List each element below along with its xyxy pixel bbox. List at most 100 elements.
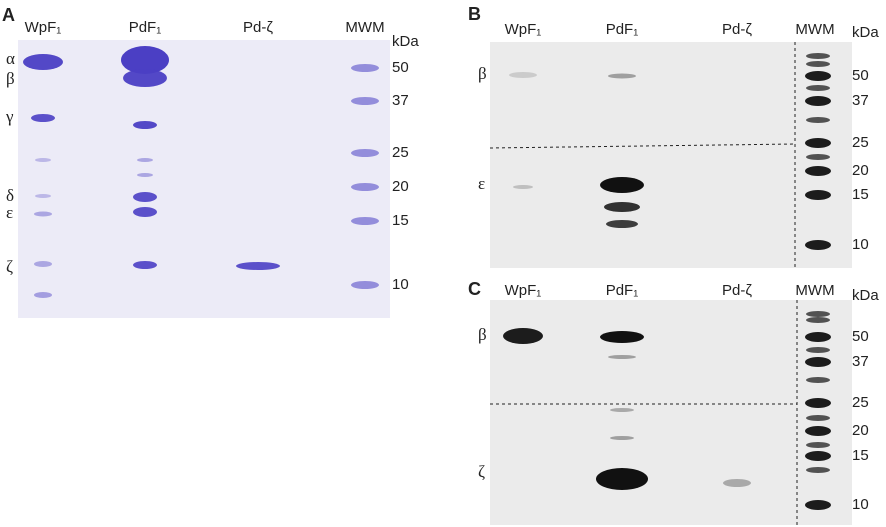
unit-label: kDa xyxy=(852,24,879,41)
band xyxy=(806,377,830,383)
lane-label: Pd-ζ xyxy=(243,19,273,36)
panel-label: C xyxy=(468,279,481,299)
band xyxy=(351,217,379,225)
band xyxy=(351,149,379,157)
marker-label: 37 xyxy=(852,353,869,370)
band xyxy=(35,158,51,162)
lane-label: WpF₁ xyxy=(25,19,62,36)
band xyxy=(236,262,280,270)
band xyxy=(31,114,55,122)
band xyxy=(805,166,831,176)
band xyxy=(723,479,751,487)
subunit-label: α xyxy=(6,49,15,68)
divider xyxy=(489,143,796,149)
band xyxy=(608,355,636,359)
band xyxy=(806,347,830,353)
marker-label: 20 xyxy=(392,178,409,195)
band xyxy=(805,500,831,510)
marker-label: 15 xyxy=(852,447,869,464)
marker-label: 50 xyxy=(392,59,409,76)
band xyxy=(23,54,63,70)
subunit-label: ε xyxy=(478,174,485,193)
marker-label: 15 xyxy=(392,212,409,229)
band xyxy=(133,261,157,269)
marker-label: 10 xyxy=(392,276,409,293)
blot-c xyxy=(490,300,852,525)
band xyxy=(133,121,157,129)
band xyxy=(600,177,644,193)
band xyxy=(596,468,648,490)
band xyxy=(133,207,157,217)
lane-label: Pd-ζ xyxy=(722,282,752,299)
band xyxy=(121,46,169,74)
band xyxy=(137,173,153,177)
subunit-label: ζ xyxy=(478,462,485,481)
subunit-label: γ xyxy=(5,107,14,126)
marker-label: 10 xyxy=(852,496,869,513)
lane-label: MWM xyxy=(795,21,834,38)
lane-label: WpF₁ xyxy=(505,282,542,299)
marker-label: 25 xyxy=(392,144,409,161)
band xyxy=(806,311,830,317)
lane-label: MWM xyxy=(795,282,834,299)
band xyxy=(806,467,830,473)
marker-label: 37 xyxy=(392,92,409,109)
band xyxy=(805,332,831,342)
subunit-label: δ xyxy=(6,186,14,205)
marker-label: 50 xyxy=(852,67,869,84)
band xyxy=(805,190,831,200)
lane-label: PdF₁ xyxy=(606,21,639,38)
band xyxy=(34,261,52,267)
subunit-label: ζ xyxy=(6,257,13,276)
band xyxy=(806,117,830,123)
band xyxy=(806,317,830,323)
marker-label: 37 xyxy=(852,92,869,109)
band xyxy=(34,292,52,298)
band xyxy=(805,240,831,250)
band xyxy=(805,451,831,461)
band xyxy=(503,328,543,344)
panel-label: A xyxy=(2,5,15,25)
marker-label: 25 xyxy=(852,134,869,151)
band xyxy=(806,61,830,67)
band xyxy=(806,154,830,160)
marker-label: 25 xyxy=(852,394,869,411)
marker-label: 20 xyxy=(852,162,869,179)
band xyxy=(606,220,638,228)
unit-label: kDa xyxy=(392,33,419,50)
band xyxy=(137,158,153,162)
marker-label: 20 xyxy=(852,422,869,439)
band xyxy=(509,72,537,78)
panel-label: B xyxy=(468,4,481,24)
marker-label: 10 xyxy=(852,236,869,253)
band xyxy=(35,194,51,198)
lane-label: PdF₁ xyxy=(129,19,162,36)
band xyxy=(805,426,831,436)
band xyxy=(133,192,157,202)
blot-b xyxy=(490,42,852,268)
band xyxy=(805,71,831,81)
lane-label: WpF₁ xyxy=(505,21,542,38)
band xyxy=(351,97,379,105)
band xyxy=(805,398,831,408)
band xyxy=(806,415,830,421)
band xyxy=(604,202,640,212)
band xyxy=(610,436,634,440)
band xyxy=(34,211,52,217)
band xyxy=(351,64,379,72)
band xyxy=(608,73,636,79)
lane-label: Pd-ζ xyxy=(722,21,752,38)
band xyxy=(806,53,830,59)
lane-label: MWM xyxy=(345,19,384,36)
band xyxy=(805,138,831,148)
band xyxy=(513,185,533,189)
band xyxy=(123,69,167,87)
band xyxy=(805,357,831,367)
band xyxy=(610,408,634,412)
gel-a xyxy=(18,40,390,318)
lane-label: PdF₁ xyxy=(606,282,639,299)
subunit-label: β xyxy=(6,69,15,88)
marker-label: 15 xyxy=(852,186,869,203)
